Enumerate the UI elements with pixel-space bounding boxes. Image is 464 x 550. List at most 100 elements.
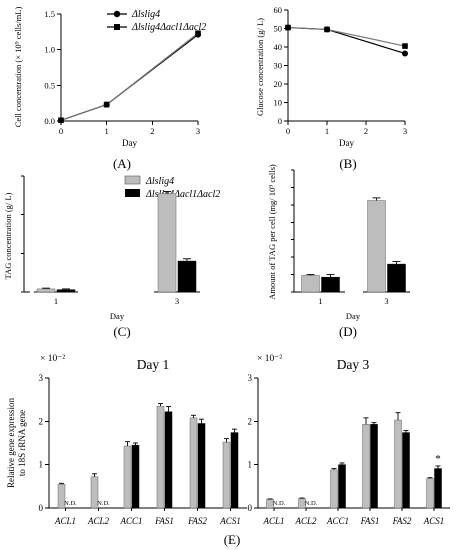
xtick-label-e3: ACL1: [262, 516, 284, 526]
legend-mid-label-1: Δlslig4: [145, 176, 174, 187]
xlabel-a: Day: [122, 138, 137, 148]
xtick-label-e3: ACC1: [326, 516, 349, 526]
ytick-label-e3: 1: [248, 460, 253, 470]
ytick-label-e3: 0: [248, 503, 253, 513]
xtick-label-a: 2: [150, 126, 154, 136]
point-b-2: [402, 43, 408, 49]
series-line-a-2: [60, 32, 199, 121]
panel-label-c: (C): [113, 324, 130, 339]
point-b-2: [285, 24, 291, 31]
ytick-label-a: 0.0: [44, 116, 55, 126]
bar-e3-2: [434, 468, 442, 509]
bar-e3-1: [362, 424, 370, 509]
xtick-label-e1: FAS1: [154, 516, 174, 526]
xtick-label-b: 2: [364, 126, 368, 136]
ytick-label-e1: 1: [39, 460, 44, 470]
xtick-label-d: 1: [318, 296, 322, 306]
point-b-2: [324, 26, 330, 33]
ytick-label-a: 0.5: [44, 80, 55, 90]
bar-c-1: [157, 193, 177, 293]
bar-e1-1: [156, 405, 165, 509]
xtick-label-e3: FAS2: [392, 516, 412, 526]
axes-b: [287, 10, 405, 122]
ytick-label-b: 0: [278, 116, 282, 126]
ylabel-b: Glucose concentration (g/ L): [255, 18, 265, 116]
bar-d-2: [321, 276, 340, 293]
point-a-2: [103, 101, 110, 108]
panel-label-d: (D): [339, 324, 357, 339]
legend-swatch-grey: [124, 175, 141, 185]
xtick-label-d: 3: [384, 296, 388, 306]
legend-mid: Δlslig4 Δlslig4Δacl1Δacl2: [124, 175, 220, 200]
series-line-a-1: [60, 34, 199, 121]
ylabel-c: TAG concentration (g/ L): [3, 192, 13, 279]
panel-label-e: (E): [224, 532, 241, 547]
xtick-label-e3: ACL2: [294, 516, 317, 526]
axes-e1: [48, 378, 247, 509]
xtick-label-b: 1: [325, 126, 329, 136]
bar-d-1: [301, 275, 320, 293]
multiplier-day1: × 10⁻²: [40, 354, 65, 364]
ytick-label-e3: 2: [248, 416, 253, 426]
ytick-label-b: 50: [274, 24, 283, 34]
ytick-label-e3: 3: [248, 373, 253, 383]
bar-e1-2: [197, 423, 206, 509]
xlabel-c: Day: [110, 311, 125, 321]
title-day3: Day 3: [337, 357, 370, 372]
ylabel-d: Amount of TAG per cell (mg/ 10⁹ cells): [267, 164, 277, 300]
bar-e3-1: [330, 469, 338, 509]
bar-e1-1: [123, 445, 132, 509]
series-line-b-1: [287, 26, 406, 55]
bar-c-2: [177, 260, 197, 293]
plots: 0.0 0.5 1.0 1.5 0 1 2 3 Day Cell concentration (×…: [3, 5, 450, 526]
legend-swatch-black: [125, 189, 140, 197]
legend-marker-circle: [113, 10, 121, 18]
ylabel-e1-line1: Relative gene expression: [6, 398, 16, 488]
xtick-label-c: 1: [54, 296, 58, 306]
bar-e3-2: [402, 432, 410, 509]
legend-top-label-1: Δlslig4: [131, 9, 160, 20]
multiplier-day3: × 10⁻²: [257, 354, 282, 364]
bar-e1-1: [222, 441, 231, 509]
ytick-label-b: 10: [274, 98, 283, 108]
nd-label-e1: N.D.: [64, 500, 77, 507]
xlabel-b: Day: [339, 138, 354, 148]
ytick-label-a: 1.5: [44, 9, 55, 19]
xtick-label-e1: ACL2: [87, 516, 110, 526]
bar-c-1: [36, 288, 56, 293]
series-line-b-2: [287, 26, 406, 47]
xtick-label-a: 0: [59, 126, 63, 136]
axes-e3: [257, 378, 450, 509]
xtick-label-b: 0: [286, 126, 290, 136]
ytick-label-e1: 0: [39, 503, 44, 513]
bar-e1-2: [230, 432, 239, 509]
xtick-label-e3: ACS1: [423, 516, 445, 526]
bar-d-2: [387, 263, 406, 293]
xtick-label-e1: ACL1: [54, 516, 76, 526]
title-day1: Day 1: [137, 357, 170, 372]
ylabel-e1-line2: to 18S rRNA gene: [17, 410, 27, 476]
xtick-label-e1: ACS1: [219, 516, 241, 526]
ytick-label-b: 30: [274, 61, 283, 71]
ytick-label-b: 20: [274, 79, 283, 89]
bar-e3-2: [338, 464, 346, 509]
significance-mark-e3: *: [435, 453, 441, 465]
legend-top-label-2: Δlslig4Δacl1Δacl2: [131, 22, 206, 33]
bar-e1-2: [164, 411, 173, 509]
ytick-label-e1: 3: [39, 373, 44, 383]
ylabel-a: Cell concentration (× 10⁹ cells/mL): [13, 7, 23, 128]
ytick-label-b: 40: [274, 42, 283, 52]
nd-label-e3: N.D.: [305, 500, 318, 507]
bar-d-1: [367, 200, 386, 293]
ytick-label-e1: 2: [39, 416, 44, 426]
xtick-label-a: 3: [196, 126, 200, 136]
legend-marker-square: [114, 24, 120, 30]
bar-c-2: [56, 289, 76, 293]
legend-mid-label-2: Δlslig4Δacl1Δacl2: [145, 189, 220, 200]
xlabel-d: Day: [346, 311, 361, 321]
bar-e1-2: [131, 444, 140, 509]
panel-label-a: (A): [113, 156, 131, 171]
legend-top: Δlslig4 Δlslig4Δacl1Δacl2: [107, 9, 206, 33]
point-a-2: [58, 117, 64, 124]
